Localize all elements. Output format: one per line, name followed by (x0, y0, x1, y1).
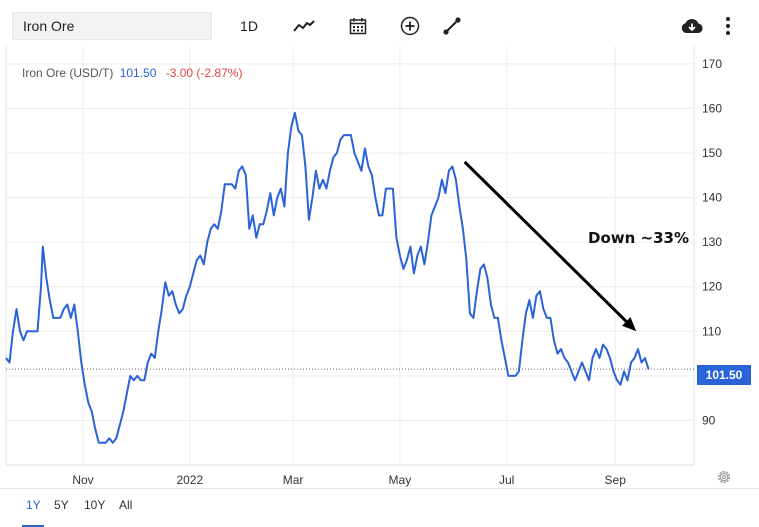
y-tick-label: 150 (702, 146, 722, 160)
x-tick-label: Sep (605, 473, 627, 487)
last-price-flag: 101.50 (697, 365, 751, 385)
more-icon[interactable] (718, 14, 738, 38)
range-all[interactable]: All (119, 498, 133, 512)
range-selector: 1Y 5Y 10Y All (0, 488, 759, 527)
annotation-text: Down ~33% (588, 229, 689, 247)
series-line (5, 111, 650, 444)
gear-icon[interactable] (716, 469, 732, 485)
x-tick-label: May (389, 473, 412, 487)
y-tick-label: 140 (702, 191, 722, 205)
search-input[interactable] (12, 12, 212, 40)
y-tick-label: 120 (702, 280, 722, 294)
range-5y[interactable]: 5Y (54, 498, 69, 512)
x-tick-label: Nov (72, 473, 93, 487)
x-tick-label: Mar (283, 473, 304, 487)
legend-change: -3.00 (-2.87%) (165, 66, 243, 80)
x-tick-label: 2022 (176, 473, 203, 487)
y-tick-label: 110 (702, 324, 721, 338)
legend-name: Iron Ore (USD/T) (22, 66, 114, 80)
y-tick-label: 130 (702, 235, 722, 249)
legend: Iron Ore (USD/T) 101.50 -3.00 (-2.87%) (22, 66, 242, 80)
y-tick-label: 160 (702, 101, 722, 115)
range-10y[interactable]: 10Y (84, 498, 106, 512)
iron-ore-chart[interactable]: 90 110 120 130 140 150 160 170 Nov 2022 Mar May Jul S… (0, 0, 759, 490)
interval-button[interactable]: 1D (240, 18, 258, 34)
y-tick-label: 90 (702, 413, 716, 427)
draw-icon[interactable] (440, 14, 464, 38)
range-1y[interactable]: 1Y (26, 498, 41, 512)
line-chart-icon[interactable] (292, 14, 316, 38)
x-tick-label: Jul (499, 473, 514, 487)
y-tick-label: 170 (702, 57, 722, 71)
calendar-icon[interactable] (346, 14, 370, 38)
toolbar: 1D (0, 0, 759, 52)
download-icon[interactable] (680, 14, 704, 38)
add-icon[interactable] (398, 14, 422, 38)
legend-last-price: 101.50 (119, 66, 157, 80)
annotation-arrow-head (622, 317, 637, 332)
annotation-arrow-shaft (463, 160, 628, 323)
